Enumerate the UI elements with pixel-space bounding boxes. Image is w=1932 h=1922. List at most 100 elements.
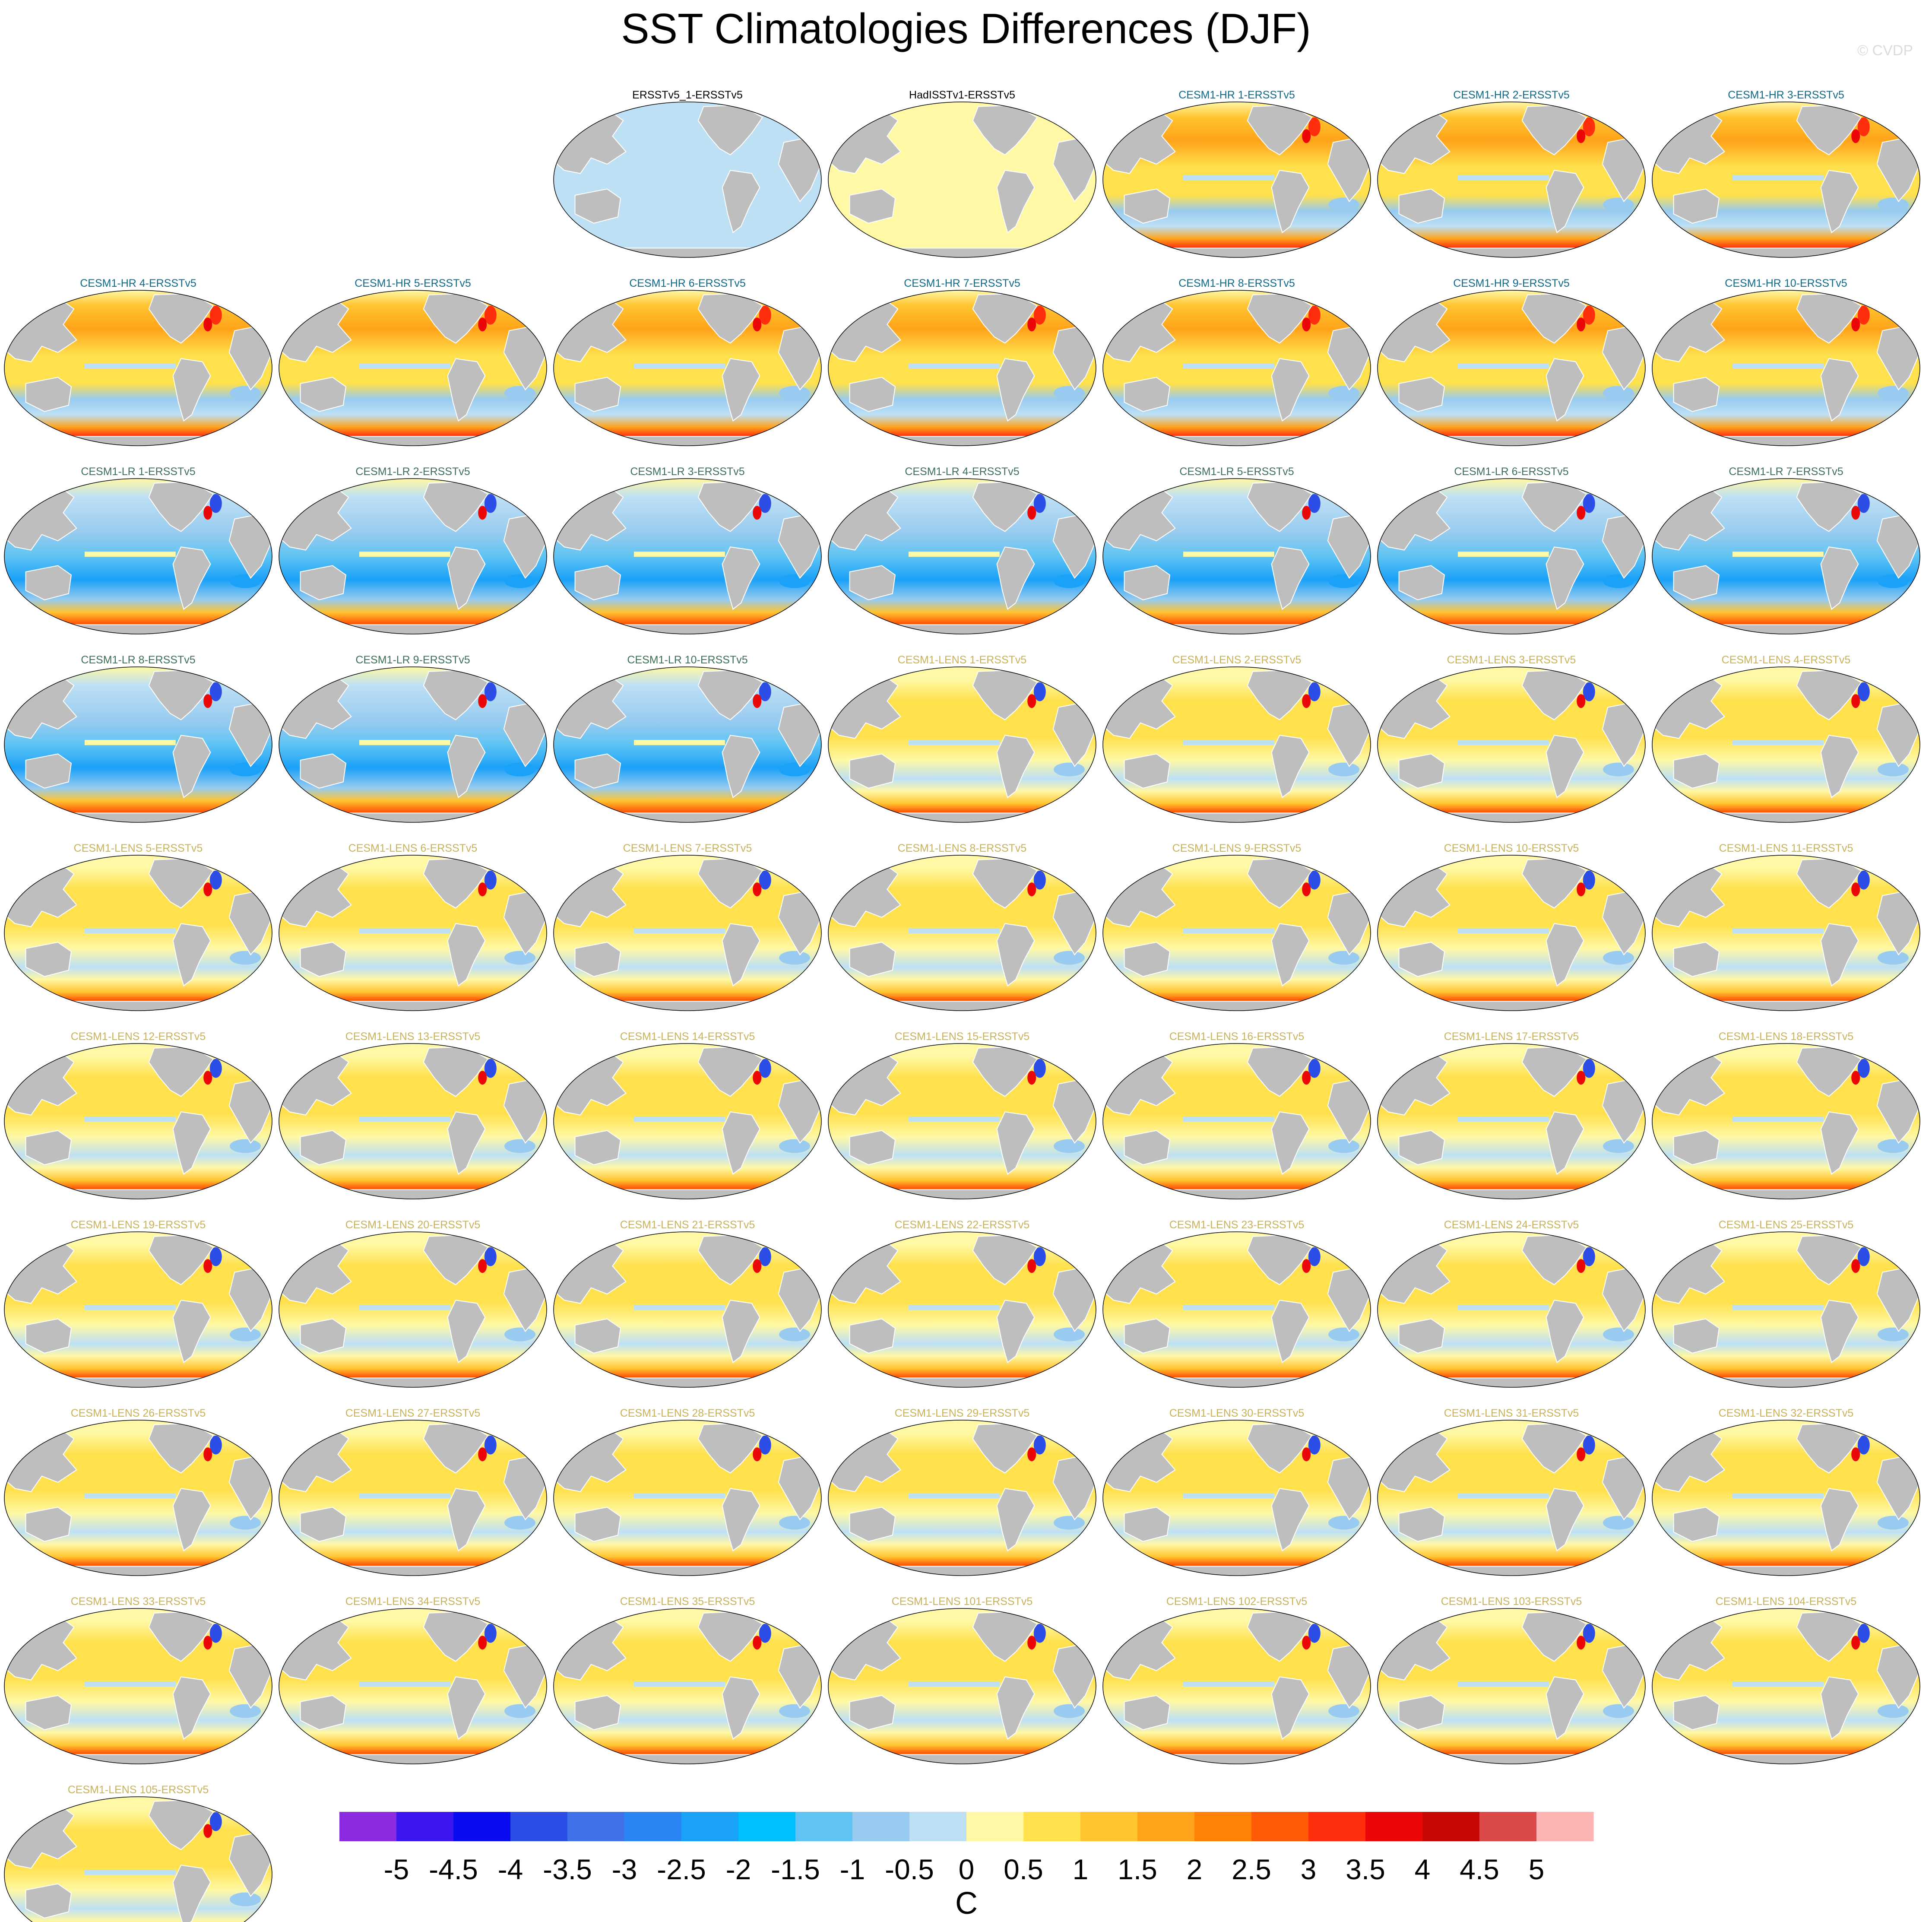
anomaly-blob: [85, 740, 176, 745]
anomaly-blob: [1851, 882, 1860, 897]
map-outline: [1102, 666, 1371, 823]
panel-title: CESM1-LENS 6-ERSSTv5: [348, 842, 478, 854]
anomaly-blob: [759, 1435, 771, 1455]
anomaly-blob: [1302, 694, 1311, 708]
anomaly-blob: [1033, 1435, 1046, 1455]
map-outline: [4, 1231, 272, 1388]
land-mask: [565, 1566, 810, 1576]
map-panel: CESM1-LENS 32-ERSSTv5: [1652, 1407, 1920, 1576]
anomaly-blob: [909, 552, 1000, 557]
anomaly-blob: [230, 1139, 261, 1153]
panel-title: CESM1-LENS 28-ERSSTv5: [620, 1407, 755, 1419]
map-panel: CESM1-LENS 2-ERSSTv5: [1102, 654, 1371, 823]
land-mask: [1664, 624, 1908, 634]
land-mask: [300, 1507, 347, 1542]
land-mask: [849, 1695, 896, 1730]
land-mask: [291, 1377, 535, 1387]
panel-title: CESM1-LR 6-ERSSTv5: [1454, 466, 1568, 478]
anomaly-blob: [779, 386, 810, 400]
map-panel: CESM1-LENS 33-ERSSTv5: [4, 1595, 272, 1764]
anomaly-blob: [230, 951, 261, 965]
anomaly-blob: [1183, 928, 1274, 934]
anomaly-blob: [1458, 175, 1549, 181]
anomaly-blob: [478, 1636, 487, 1650]
land-mask: [565, 624, 810, 634]
land-mask: [1664, 1189, 1908, 1199]
panel-title: CESM1-LENS 29-ERSSTv5: [895, 1407, 1030, 1419]
map-panel: CESM1-LR 4-ERSSTv5: [828, 466, 1096, 634]
anomaly-blob: [203, 1824, 212, 1838]
land-mask: [1546, 1488, 1584, 1552]
land-mask: [1673, 1695, 1720, 1730]
map-panel: CESM1-HR 8-ERSSTv5: [1102, 277, 1371, 446]
panel-title: CESM1-HR 3-ERSSTv5: [1728, 89, 1844, 101]
anomaly-blob: [1577, 1447, 1586, 1462]
panel-title: CESM1-LENS 20-ERSSTv5: [345, 1219, 481, 1231]
land-mask: [291, 1566, 535, 1576]
panel-title: CESM1-LENS 9-ERSSTv5: [1172, 842, 1302, 854]
anomaly-blob: [753, 1071, 762, 1085]
anomaly-blob: [1577, 694, 1586, 708]
anomaly-blob: [1054, 1139, 1085, 1153]
land-mask: [1820, 546, 1859, 610]
anomaly-blob: [909, 740, 1000, 745]
anomaly-blob: [1033, 1059, 1046, 1078]
land-mask: [1389, 1189, 1634, 1199]
land-mask: [1546, 1676, 1584, 1740]
land-mask: [996, 1300, 1035, 1364]
anomaly-blob: [1328, 1704, 1359, 1718]
panel-title: CESM1-LENS 19-ERSSTv5: [71, 1219, 206, 1231]
map-outline: [1652, 1231, 1920, 1388]
anomaly-blob: [359, 1305, 450, 1310]
anomaly-blob: [1878, 762, 1909, 777]
land-mask: [996, 923, 1035, 987]
land-mask: [1124, 188, 1171, 224]
colorbar-tick-label: 1.5: [1118, 1853, 1157, 1885]
anomaly-blob: [779, 951, 810, 965]
anomaly-blob: [1878, 197, 1909, 212]
map-outline: [553, 1043, 822, 1199]
map-outline: [1377, 290, 1646, 446]
land-mask: [300, 942, 347, 977]
anomaly-blob: [1851, 317, 1860, 332]
map-outline: [553, 1420, 822, 1576]
map-outline: [1652, 855, 1920, 1011]
land-mask: [1546, 1300, 1584, 1364]
colorbar-cell: [681, 1812, 739, 1841]
land-mask: [1124, 377, 1171, 412]
land-mask: [1398, 753, 1445, 789]
map-panel: CESM1-HR 10-ERSSTv5: [1652, 277, 1920, 446]
map-outline: [279, 666, 547, 823]
anomaly-blob: [1328, 386, 1359, 400]
map-panel: CESM1-LENS 23-ERSSTv5: [1102, 1219, 1371, 1388]
map-panel: CESM1-LENS 30-ERSSTv5: [1102, 1407, 1371, 1576]
map-panel: CESM1-LENS 4-ERSSTv5: [1652, 654, 1920, 823]
land-mask: [1389, 812, 1634, 822]
land-mask: [447, 1111, 486, 1175]
map-panel: CESM1-LENS 5-ERSSTv5: [4, 842, 272, 1011]
anomaly-blob: [1308, 1435, 1321, 1455]
map-outline: [1652, 666, 1920, 823]
anomaly-blob: [1732, 740, 1824, 745]
map-panels: ERSSTv5_1-ERSSTv5 HadISSTv1-ERSSTv5 CESM1-…: [4, 89, 1920, 1922]
land-mask: [1115, 1754, 1359, 1764]
land-mask: [16, 812, 260, 822]
map-panel: CESM1-HR 4-ERSSTv5: [4, 277, 272, 446]
land-mask: [25, 1318, 72, 1354]
map-panel: CESM1-LENS 21-ERSSTv5: [553, 1219, 822, 1388]
anomaly-blob: [1577, 506, 1586, 520]
land-mask: [1271, 546, 1310, 610]
map-outline: [279, 855, 547, 1011]
map-outline: [553, 1608, 822, 1764]
anomaly-blob: [1577, 882, 1586, 897]
panel-title: CESM1-LENS 103-ERSSTv5: [1441, 1595, 1582, 1608]
land-mask: [1115, 1001, 1359, 1011]
map-outline: [279, 290, 547, 446]
anomaly-blob: [1054, 951, 1085, 965]
land-mask: [849, 565, 896, 600]
land-mask: [1115, 1189, 1359, 1199]
map-panel: CESM1-HR 2-ERSSTv5: [1377, 89, 1646, 258]
colorbar-cell: [1194, 1812, 1252, 1841]
anomaly-blob: [85, 1305, 176, 1310]
